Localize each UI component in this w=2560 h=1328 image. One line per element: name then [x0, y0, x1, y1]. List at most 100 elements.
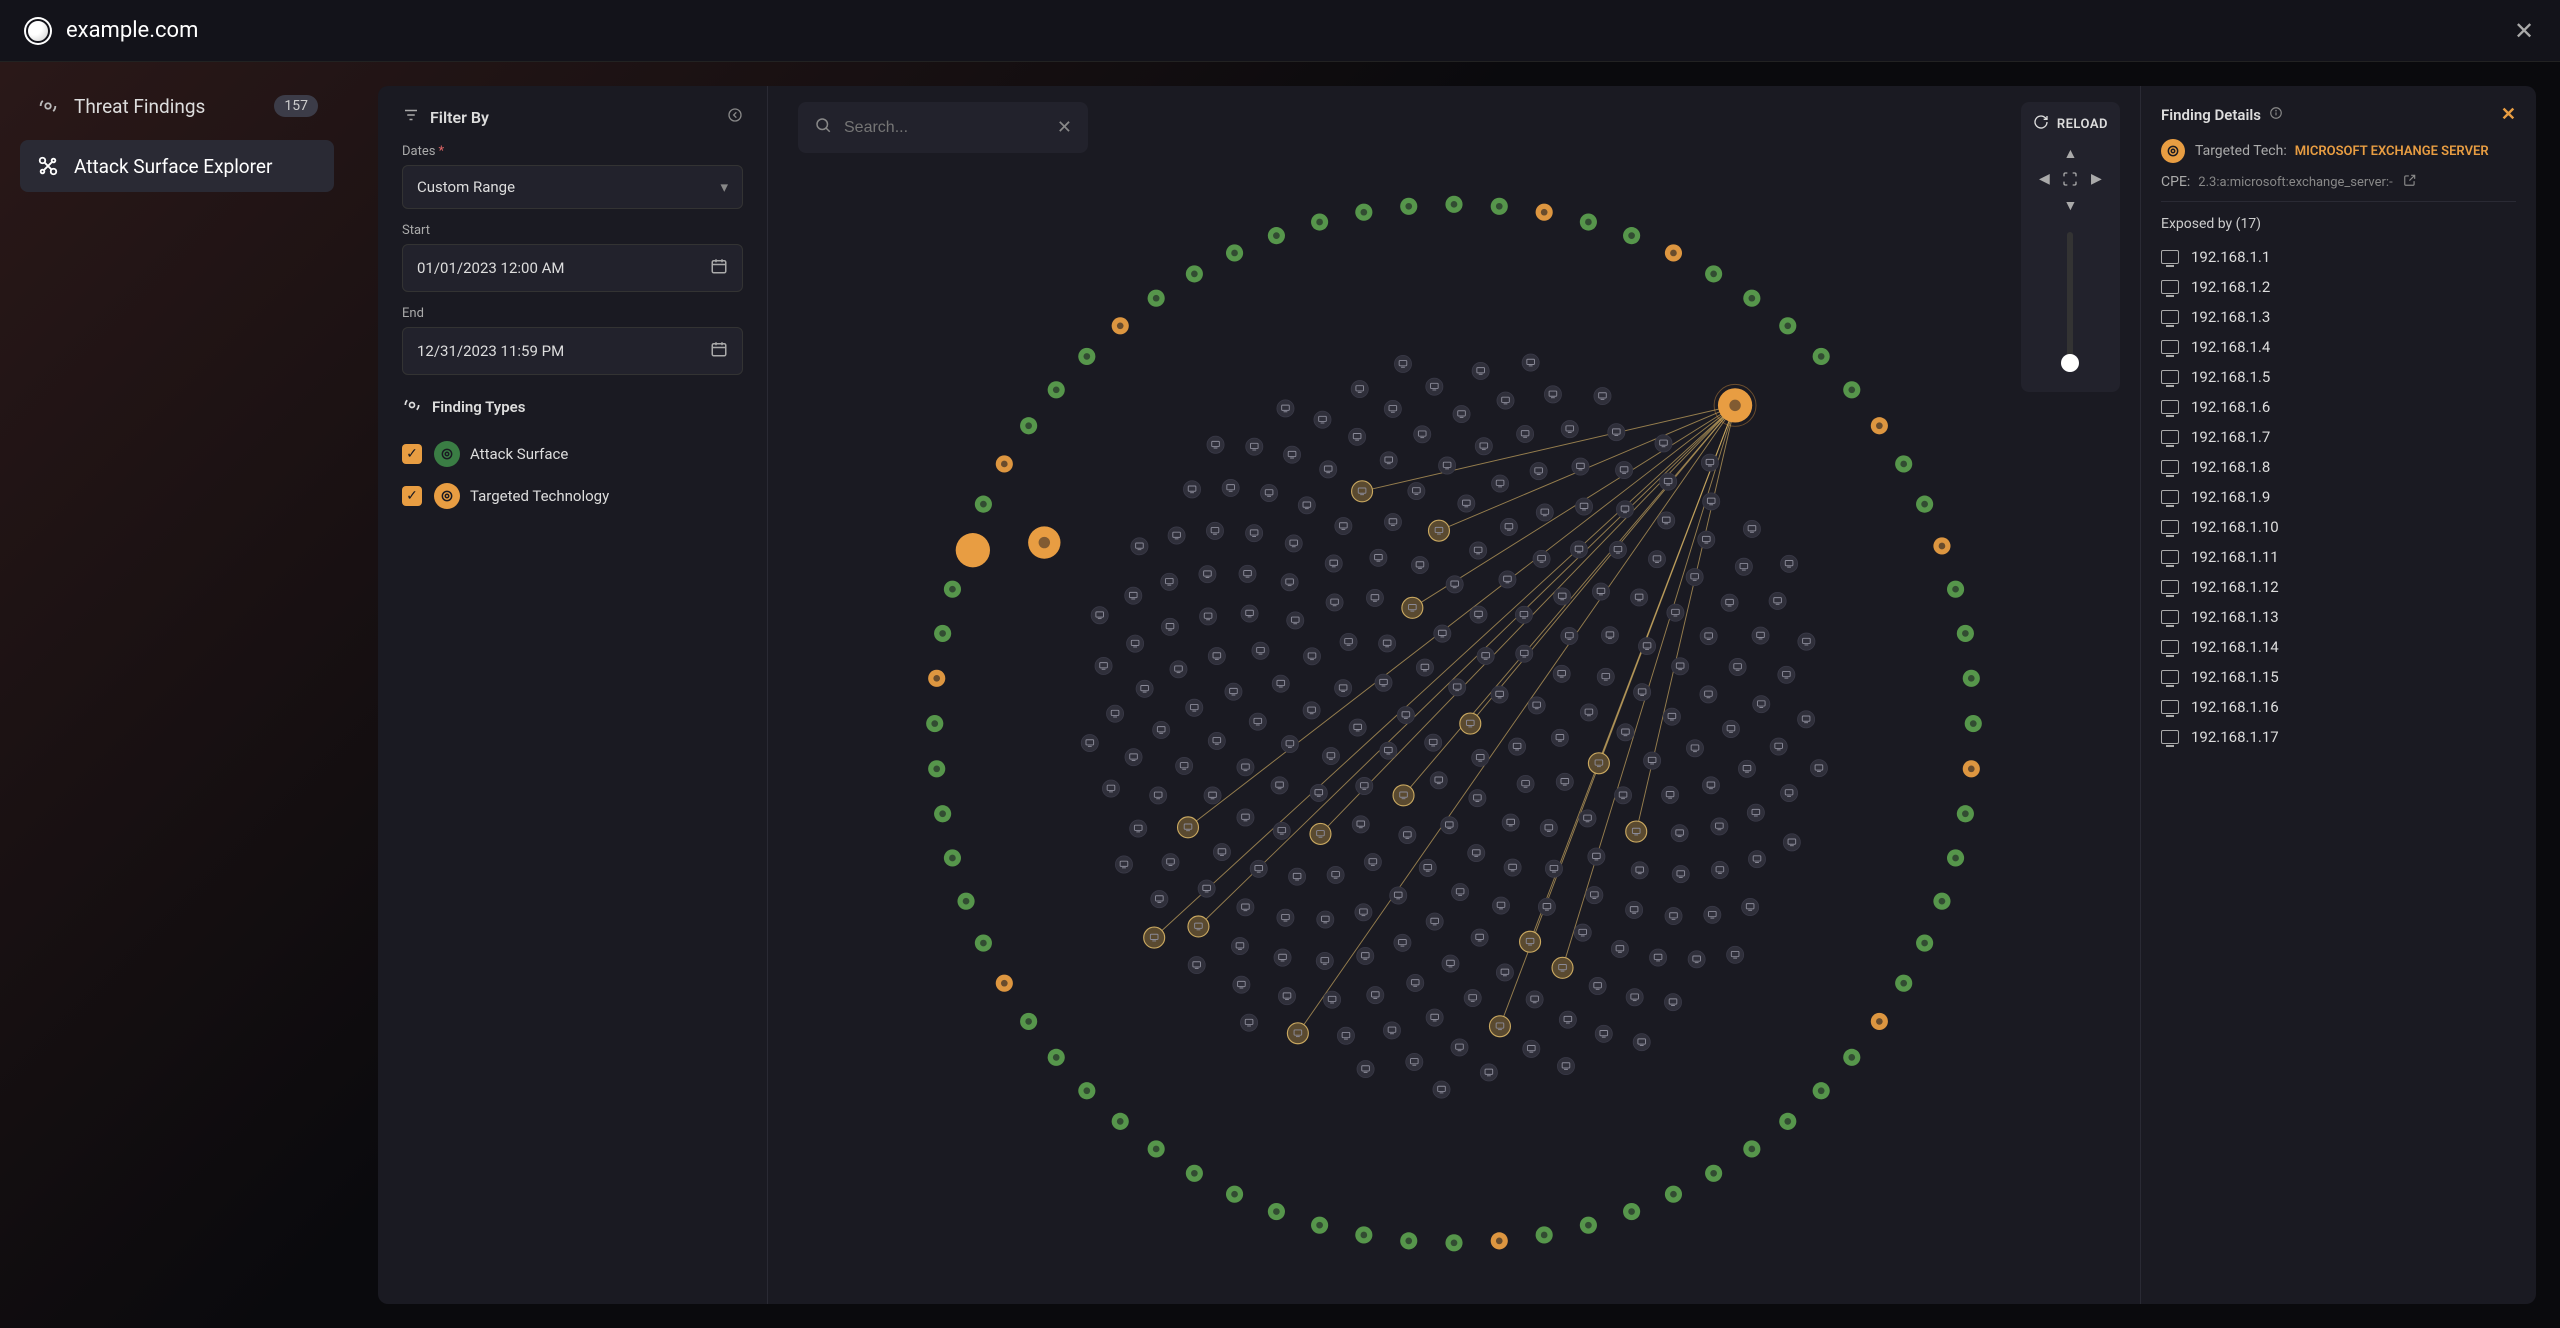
host-icon	[2161, 460, 2179, 474]
filter-panel: Filter By Dates* Custom Range ▾ Start 01…	[378, 86, 768, 1304]
ip-row[interactable]: 192.168.1.5	[2161, 362, 2516, 392]
ip-address: 192.168.1.6	[2191, 398, 2270, 416]
host-icon	[2161, 280, 2179, 294]
info-icon[interactable]	[2269, 106, 2283, 124]
ip-address: 192.168.1.7	[2191, 428, 2270, 446]
checkbox[interactable]: ✓	[402, 444, 422, 464]
graph-controls: RELOAD ▲ ◀ ▶ ▼	[2021, 102, 2120, 392]
ip-row[interactable]: 192.168.1.3	[2161, 302, 2516, 332]
ip-row[interactable]: 192.168.1.11	[2161, 542, 2516, 572]
type-color-icon	[434, 441, 460, 467]
reload-icon	[2033, 114, 2049, 134]
ip-address: 192.168.1.9	[2191, 488, 2270, 506]
pan-right-button[interactable]: ▶	[2085, 168, 2107, 190]
ip-row[interactable]: 192.168.1.16	[2161, 692, 2516, 722]
ip-address: 192.168.1.14	[2191, 638, 2279, 656]
search-icon	[814, 116, 832, 139]
ip-row[interactable]: 192.168.1.8	[2161, 452, 2516, 482]
ip-row[interactable]: 192.168.1.10	[2161, 512, 2516, 542]
targeted-tech-icon	[2161, 139, 2185, 163]
ip-address: 192.168.1.5	[2191, 368, 2270, 386]
nav-attack-surface-explorer[interactable]: Attack Surface Explorer	[20, 140, 334, 192]
zoom-slider[interactable]	[2067, 232, 2073, 372]
ip-address: 192.168.1.11	[2191, 548, 2279, 566]
ip-row[interactable]: 192.168.1.15	[2161, 662, 2516, 692]
clear-search-button[interactable]: ✕	[1057, 117, 1072, 138]
end-date-input[interactable]: 12/31/2023 11:59 PM	[402, 327, 743, 375]
close-modal-button[interactable]: ✕	[2512, 19, 2536, 43]
zoom-handle[interactable]	[2061, 354, 2079, 372]
pan-down-button[interactable]: ▼	[2059, 194, 2081, 216]
ip-address: 192.168.1.13	[2191, 608, 2279, 626]
tech-value: MICROSOFT EXCHANGE SERVER	[2295, 144, 2489, 159]
ip-row[interactable]: 192.168.1.14	[2161, 632, 2516, 662]
pan-up-button[interactable]: ▲	[2059, 142, 2081, 164]
network-icon	[36, 154, 60, 178]
host-icon	[2161, 640, 2179, 654]
header-bar: example.com ✕	[0, 0, 2560, 62]
host-icon	[2161, 550, 2179, 564]
chevron-down-icon: ▾	[720, 178, 728, 196]
ip-address: 192.168.1.16	[2191, 698, 2279, 716]
details-panel: Finding Details ✕ Targeted Tech: MICROSO…	[2140, 86, 2536, 1304]
center-button[interactable]	[2059, 168, 2081, 190]
host-icon	[2161, 340, 2179, 354]
host-icon	[2161, 580, 2179, 594]
graph-canvas[interactable]: ✕ RELOAD ▲ ◀ ▶	[768, 86, 2140, 1304]
radar-icon	[36, 94, 60, 118]
ip-row[interactable]: 192.168.1.13	[2161, 602, 2516, 632]
finding-types-title: Finding Types	[432, 398, 525, 416]
pan-left-button[interactable]: ◀	[2033, 168, 2055, 190]
ip-row[interactable]: 192.168.1.9	[2161, 482, 2516, 512]
ip-row[interactable]: 192.168.1.17	[2161, 722, 2516, 752]
host-icon	[2161, 430, 2179, 444]
ip-address: 192.168.1.17	[2191, 728, 2279, 746]
type-color-icon	[434, 483, 460, 509]
search-bar: ✕	[798, 102, 1088, 153]
cpe-label: CPE:	[2161, 174, 2190, 190]
ip-address: 192.168.1.8	[2191, 458, 2270, 476]
start-date-input[interactable]: 01/01/2023 12:00 AM	[402, 244, 743, 292]
sidebar: Threat Findings 157 Attack Surface Explo…	[0, 62, 354, 1328]
host-icon	[2161, 250, 2179, 264]
host-icon	[2161, 370, 2179, 384]
ip-row[interactable]: 192.168.1.6	[2161, 392, 2516, 422]
date-range-select[interactable]: Custom Range ▾	[402, 165, 743, 209]
type-label: Targeted Technology	[470, 487, 609, 505]
exposed-by-label: Exposed by (17)	[2161, 216, 2516, 232]
checkbox[interactable]: ✓	[402, 486, 422, 506]
search-input[interactable]	[844, 119, 1057, 137]
filter-type-row[interactable]: ✓ Attack Surface	[402, 433, 743, 475]
close-details-button[interactable]: ✕	[2501, 104, 2516, 125]
ip-address: 192.168.1.3	[2191, 308, 2270, 326]
reload-button[interactable]: RELOAD	[2033, 114, 2108, 134]
ip-row[interactable]: 192.168.1.2	[2161, 272, 2516, 302]
ip-row[interactable]: 192.168.1.1	[2161, 242, 2516, 272]
domain-text: example.com	[66, 18, 198, 43]
type-label: Attack Surface	[470, 445, 568, 463]
host-icon	[2161, 730, 2179, 744]
ip-row[interactable]: 192.168.1.4	[2161, 332, 2516, 362]
nav-label: Attack Surface Explorer	[74, 155, 272, 178]
nav-threat-findings[interactable]: Threat Findings 157	[20, 80, 334, 132]
host-icon	[2161, 610, 2179, 624]
dates-label: Dates*	[402, 144, 743, 159]
start-label: Start	[402, 223, 743, 238]
filter-title: Filter By	[430, 108, 489, 127]
nav-label: Threat Findings	[74, 95, 205, 118]
calendar-icon	[710, 257, 728, 279]
filter-type-row[interactable]: ✓ Targeted Technology	[402, 475, 743, 517]
ip-address: 192.168.1.4	[2191, 338, 2270, 356]
ip-address: 192.168.1.10	[2191, 518, 2279, 536]
collapse-filter-button[interactable]	[727, 107, 743, 127]
ip-address: 192.168.1.2	[2191, 278, 2270, 296]
ip-row[interactable]: 192.168.1.7	[2161, 422, 2516, 452]
external-link-icon[interactable]	[2403, 173, 2417, 191]
ip-row[interactable]: 192.168.1.12	[2161, 572, 2516, 602]
graph-svg[interactable]	[768, 86, 2140, 1304]
badge-count: 157	[274, 95, 318, 117]
host-icon	[2161, 520, 2179, 534]
host-icon	[2161, 490, 2179, 504]
ip-address: 192.168.1.1	[2191, 248, 2270, 266]
tech-label: Targeted Tech:	[2195, 143, 2287, 159]
